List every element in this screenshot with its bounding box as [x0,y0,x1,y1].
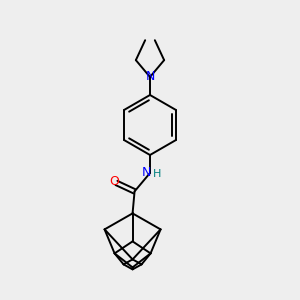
Text: N: N [141,167,151,179]
Text: N: N [145,70,155,83]
Text: H: H [153,169,161,179]
Text: O: O [110,176,119,188]
